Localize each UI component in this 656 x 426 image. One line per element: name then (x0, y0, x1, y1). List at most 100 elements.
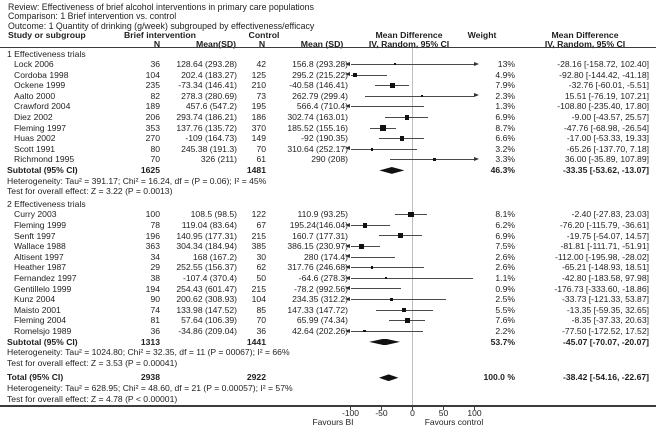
control-mean-sd: 310.64 (252.17) (287, 143, 348, 154)
bi-n: 1625 (140, 165, 160, 176)
control-n: 70 (256, 315, 266, 326)
effect-square (420, 94, 424, 98)
bi-n: 38 (150, 272, 160, 283)
column-header-control-mean-sd: Mean (SD) (300, 38, 344, 49)
ci-value: -47.76 [-68.98, -26.54] (563, 122, 649, 133)
outcome-line: Outcome: 1 Quantity of drinking (g/week)… (8, 20, 315, 31)
column-header-weight: Weight (467, 30, 497, 40)
bi-n: 194 (145, 283, 160, 294)
study-name: Cordoba 1998 (14, 69, 69, 80)
bi-n: 1313 (140, 336, 160, 347)
ci-value: -65.21 [-148.93, 18.51] (562, 262, 649, 273)
study-row: Richmond 1995 70 326 (211) 61 290 (208) 3.3% 3… (0, 154, 656, 165)
control-mean-sd: -40.58 (146.41) (289, 80, 348, 91)
control-n: 85 (256, 304, 266, 315)
effect-square (370, 147, 374, 151)
control-n: 62 (256, 262, 266, 273)
row-label: Total (95% CI) (7, 372, 64, 383)
control-mean-sd: -64.6 (278.3) (298, 272, 348, 283)
study-row: Kunz 2004 90 200.62 (308.93) 104 234.35 (312… (0, 294, 656, 305)
bi-mean-sd: -107.4 (370.4) (183, 272, 237, 283)
favours-left-label: Favours BI (312, 416, 354, 426)
ci-line (351, 106, 424, 108)
weight-value: 4.9% (495, 69, 515, 80)
study-row: Lock 2006 36 128.64 (293.28) 42 156.8 (293.2… (0, 59, 656, 70)
bi-mean-sd: 202.4 (183.27) (181, 69, 237, 80)
bi-mean-sd: 133.98 (147.52) (176, 304, 237, 315)
study-name: Diez 2002 (14, 112, 53, 123)
effect-square (404, 114, 410, 120)
axis-tick (381, 406, 382, 410)
column-header-control-n: N (258, 38, 266, 49)
figure-title-block: Review: Effectiveness of brief alcohol i… (8, 2, 315, 31)
left-arrow-icon (344, 61, 350, 66)
ci-line (351, 148, 417, 150)
right-arrow-icon (474, 93, 479, 98)
column-header-bi-mean-sd: Mean(SD) (195, 38, 237, 49)
study-row: Fernandez 1997 38 -107.4 (370.4) 50 -64.6 (2… (0, 273, 656, 284)
heterogeneity-note-row: Heterogeneity: Tau² = 1024.80; Chi² = 32… (0, 347, 656, 358)
ci-value: -112.00 [-195.98, -28.02] (555, 251, 649, 262)
left-arrow-icon (344, 104, 350, 109)
bi-mean-sd: 457.6 (547.2) (185, 101, 237, 112)
bi-n: 206 (145, 112, 160, 123)
overall-effect-note: Test for overall effect: Z = 4.78 (P < 0… (7, 393, 178, 404)
control-mean-sd: -78.2 (992.56) (294, 283, 348, 294)
left-arrow-icon (344, 264, 350, 269)
control-n: 210 (251, 80, 266, 91)
bi-mean-sd: 140.95 (177.31) (176, 230, 237, 241)
left-arrow-icon (344, 286, 350, 291)
left-arrow-icon (344, 275, 350, 280)
weight-value: 8.1% (495, 209, 515, 220)
effect-square (363, 223, 368, 228)
study-row: Ockene 1999 235 -73.34 (146.41) 210 -40.58 (… (0, 80, 656, 91)
ci-value: -65.26 [-137.70, 7.18] (566, 143, 649, 154)
weight-value: 2.5% (495, 294, 515, 305)
ci-line (351, 288, 401, 290)
study-row: Gentillelo 1999 194 254.43 (601.47) 215 -78.… (0, 284, 656, 295)
control-mean-sd: 195.24(146.04) (289, 220, 348, 230)
overall-effect-note-row: Test for overall effect: Z = 3.53 (P = 0… (0, 358, 656, 369)
column-subheader-iv-random-plot: IV, Random, 95% CI (368, 38, 450, 49)
study-row: Romelsjo 1989 36 -34.86 (209.04) 36 42.64 (2… (0, 326, 656, 337)
heterogeneity-note: Heterogeneity: Tau² = 391.17; Chi² = 16.… (7, 175, 267, 186)
favours-right-label: Favours control (424, 416, 484, 426)
axis-tick (474, 406, 475, 410)
column-header-bi-n: N (153, 38, 161, 49)
study-name: Wallace 1988 (14, 241, 66, 252)
study-name: Kunz 2004 (14, 294, 56, 305)
control-mean-sd: 42.64 (202.26) (292, 325, 348, 336)
study-row: Scott 1991 80 245.38 (191.3) 70 310.64 (252.… (0, 144, 656, 155)
weight-value: 5.5% (495, 304, 515, 315)
ci-value: -108.80 [-235.40, 17.80] (557, 101, 649, 112)
study-name: Curry 2003 (14, 209, 57, 220)
study-name: Richmond 1995 (14, 154, 75, 165)
control-n: 61 (256, 154, 266, 165)
axis-tick-label: 0 (410, 407, 415, 418)
review-line: Review: Effectiveness of brief alcohol i… (8, 2, 314, 12)
left-arrow-icon (344, 72, 350, 77)
study-name: Huas 2002 (14, 133, 56, 144)
weight-value: 2.6% (495, 251, 515, 262)
axis-tick (350, 406, 351, 410)
bi-mean-sd: 119.04 (83.64) (181, 220, 237, 230)
study-name: Fleming 1997 (14, 122, 67, 133)
bi-n: 78 (150, 220, 160, 230)
bi-n: 353 (145, 122, 160, 133)
bi-n: 34 (150, 251, 160, 262)
left-arrow-icon (344, 243, 350, 248)
total-row: Total (95% CI) 2938 2922 100.0 % -38.42 [-54… (0, 372, 656, 383)
left-arrow-icon (344, 222, 350, 227)
ci-value: -33.73 [-121.33, 53.87] (562, 294, 649, 305)
axis-tick (412, 406, 413, 410)
ci-line (351, 330, 424, 332)
study-name: Scott 1991 (14, 143, 56, 154)
weight-value: 3.2% (495, 143, 515, 154)
effect-square (394, 63, 397, 66)
zero-line (412, 48, 414, 405)
heterogeneity-note-row: Heterogeneity: Tau² = 391.17; Chi² = 16.… (0, 176, 656, 187)
bi-n: 2938 (140, 372, 160, 383)
comparison-line: Comparison: 1 Brief intervention vs. con… (8, 11, 177, 22)
effect-square (433, 158, 437, 162)
